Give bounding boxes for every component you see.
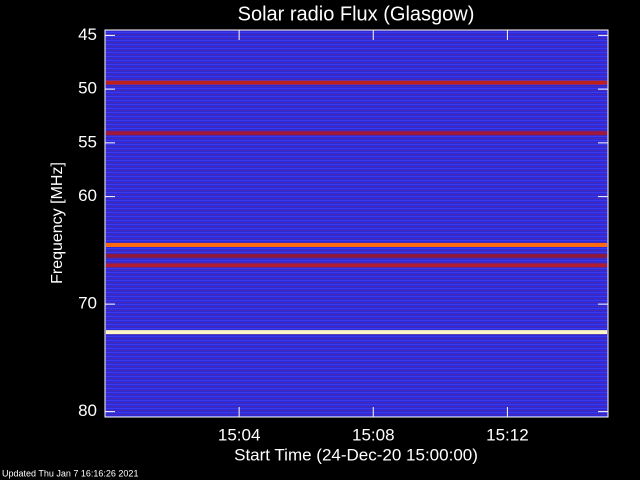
y-tick-label: 60 (78, 186, 97, 205)
x-axis-label: Start Time (24-Dec-20 15:00:00) (234, 445, 478, 464)
spectrogram-background (105, 30, 608, 417)
footer: Updated Thu Jan 7 16:16:26 2021 (2, 468, 138, 478)
x-tick-label: 15:04 (218, 425, 261, 444)
y-tick-label: 70 (78, 294, 97, 313)
x-tick-label: 15:08 (352, 425, 395, 444)
y-tick-label: 55 (78, 132, 97, 151)
y-tick-label: 50 (78, 79, 97, 98)
plot-frame (104, 29, 609, 418)
y-tick-label: 80 (78, 401, 97, 420)
chart-title: Solar radio Flux (Glasgow) (238, 3, 475, 25)
y-axis-label: Frequency [MHz] (49, 162, 66, 284)
x-tick-label: 15:12 (486, 425, 529, 444)
y-tick-label: 45 (78, 25, 97, 44)
